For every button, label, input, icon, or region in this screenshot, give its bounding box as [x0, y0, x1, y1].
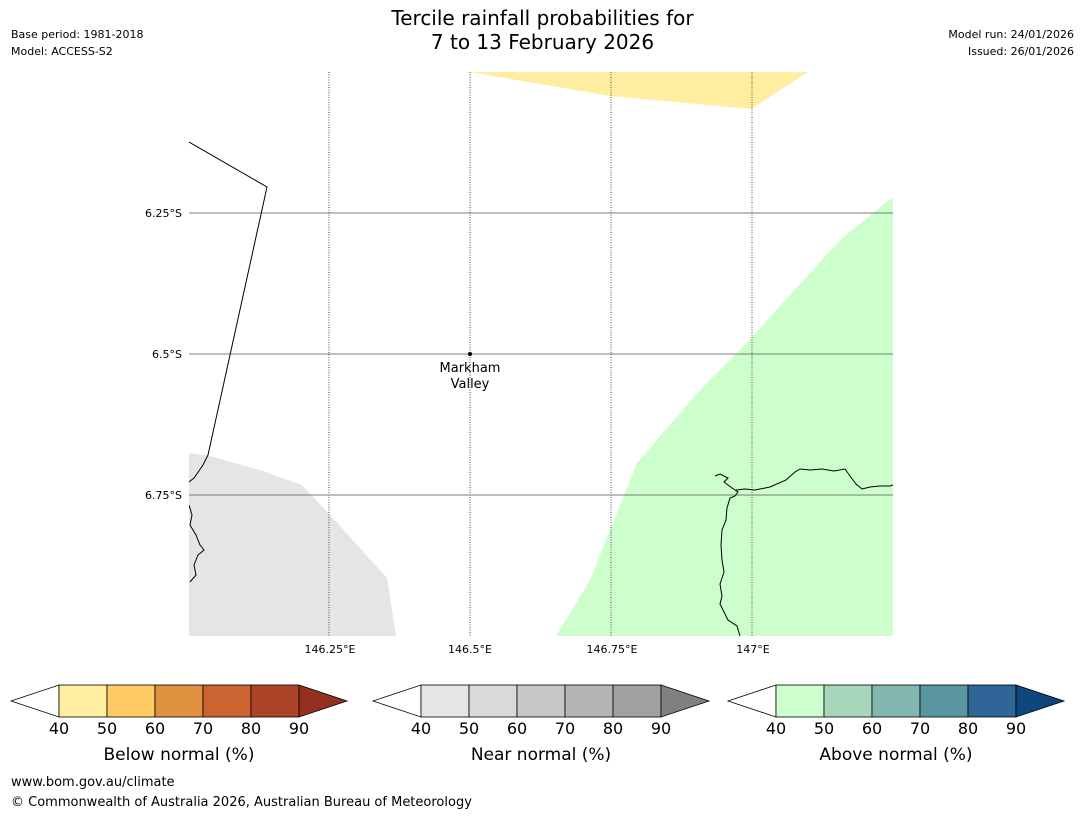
colorbar-segment	[919, 684, 969, 718]
map-title: Tercile rainfall probabilities for 7 to …	[0, 6, 1085, 54]
border-lines	[189, 141, 893, 636]
colorbar-segment	[612, 684, 662, 718]
colorbar-tick-label: 70	[554, 719, 576, 738]
lon-label: 146.25°E	[305, 643, 356, 656]
lon-label: 147°E	[736, 643, 769, 656]
colorbar-segment	[823, 684, 873, 718]
lat-label: 6.25°S	[145, 207, 182, 220]
colorbar-segment	[468, 684, 518, 718]
footer-url[interactable]: www.bom.gov.au/climate	[11, 775, 175, 790]
colorbar-segment	[516, 684, 566, 718]
colorbar-tick-label: 90	[1005, 719, 1027, 738]
colorbar-segment	[202, 684, 252, 718]
footer-copyright: © Commonwealth of Australia 2026, Austra…	[11, 795, 472, 810]
below-normal-label: Below normal (%)	[103, 745, 255, 765]
title-line-2: 7 to 13 February 2026	[430, 30, 655, 54]
location-marker	[468, 352, 472, 356]
colorbar-tick-label: 50	[813, 719, 835, 738]
longitude-labels: 146.25°E 146.5°E 146.75°E 147°E	[305, 643, 770, 656]
colorbar-segment	[564, 684, 614, 718]
colorbar-segment	[871, 684, 921, 718]
meta-right: Model run: 24/01/2026 Issued: 26/01/2026	[948, 26, 1074, 60]
colorbar-tick-label: 40	[410, 719, 432, 738]
colorbar-segment	[154, 684, 204, 718]
colorbar-tick-label: 70	[909, 719, 931, 738]
latitude-gridlines	[189, 212, 893, 496]
colorbar-extend-low	[371, 684, 422, 718]
lon-label: 146.5°E	[448, 643, 492, 656]
issued-text: Issued: 26/01/2026	[967, 45, 1074, 58]
location-label: Markham Valley	[440, 361, 501, 392]
longitude-gridlines	[328, 72, 753, 636]
above-normal-colorbar	[726, 684, 1066, 718]
near-normal-colorbar	[371, 684, 711, 718]
colorbar-extend-high	[660, 684, 711, 718]
rainfall-map: 6.25°S 6.5°S 6.75°S 146.25°E 146.5°E 146…	[145, 72, 893, 656]
title-line-1: Tercile rainfall probabilities for	[391, 6, 694, 30]
colorbar-tick-label: 90	[288, 719, 310, 738]
lat-label: 6.5°S	[152, 348, 182, 361]
colorbar-tick-label: 80	[240, 719, 262, 738]
colorbar-tick-label: 70	[192, 719, 214, 738]
colorbar-extend-low	[726, 684, 777, 718]
colorbar-tick-label: 40	[48, 719, 70, 738]
meta-left: Base period: 1981-2018 Model: ACCESS-S2	[11, 26, 143, 60]
lat-label: 6.75°S	[145, 489, 182, 502]
model-run-text: Model run: 24/01/2026	[948, 28, 1074, 41]
colorbar-segment	[420, 684, 470, 718]
near-normal-region	[189, 453, 396, 636]
colorbar-tick-label: 80	[957, 719, 979, 738]
model-text: Model: ACCESS-S2	[11, 45, 113, 58]
colorbar-extend-high	[298, 684, 349, 718]
location-name-line-2: Valley	[451, 377, 490, 392]
above-normal-label: Above normal (%)	[819, 745, 973, 765]
colorbar-tick-label: 50	[96, 719, 118, 738]
colorbar-segment	[967, 684, 1017, 718]
colorbar-segment	[250, 684, 300, 718]
colorbar-tick-label: 90	[650, 719, 672, 738]
location-name-line-1: Markham	[440, 361, 501, 376]
below-normal-colorbar	[9, 684, 349, 718]
below-normal-region	[470, 72, 808, 109]
colorbar-tick-label: 60	[861, 719, 883, 738]
near-normal-label: Near normal (%)	[470, 745, 612, 765]
colorbar-extend-high	[1015, 684, 1066, 718]
colorbar-tick-label: 50	[458, 719, 480, 738]
colorbars	[9, 684, 1066, 718]
colorbar-segment	[775, 684, 825, 718]
colorbar-tick-label: 60	[506, 719, 528, 738]
colorbar-tick-label: 40	[765, 719, 787, 738]
base-period-text: Base period: 1981-2018	[11, 28, 144, 41]
latitude-labels: 6.25°S 6.5°S 6.75°S	[145, 207, 182, 502]
colorbar-tick-label: 60	[144, 719, 166, 738]
lon-label: 146.75°E	[587, 643, 638, 656]
colorbar-segment	[106, 684, 156, 718]
colorbar-extend-low	[9, 684, 60, 718]
colorbar-tick-label: 80	[602, 719, 624, 738]
colorbar-segment	[58, 684, 108, 718]
above-normal-region	[556, 197, 893, 636]
